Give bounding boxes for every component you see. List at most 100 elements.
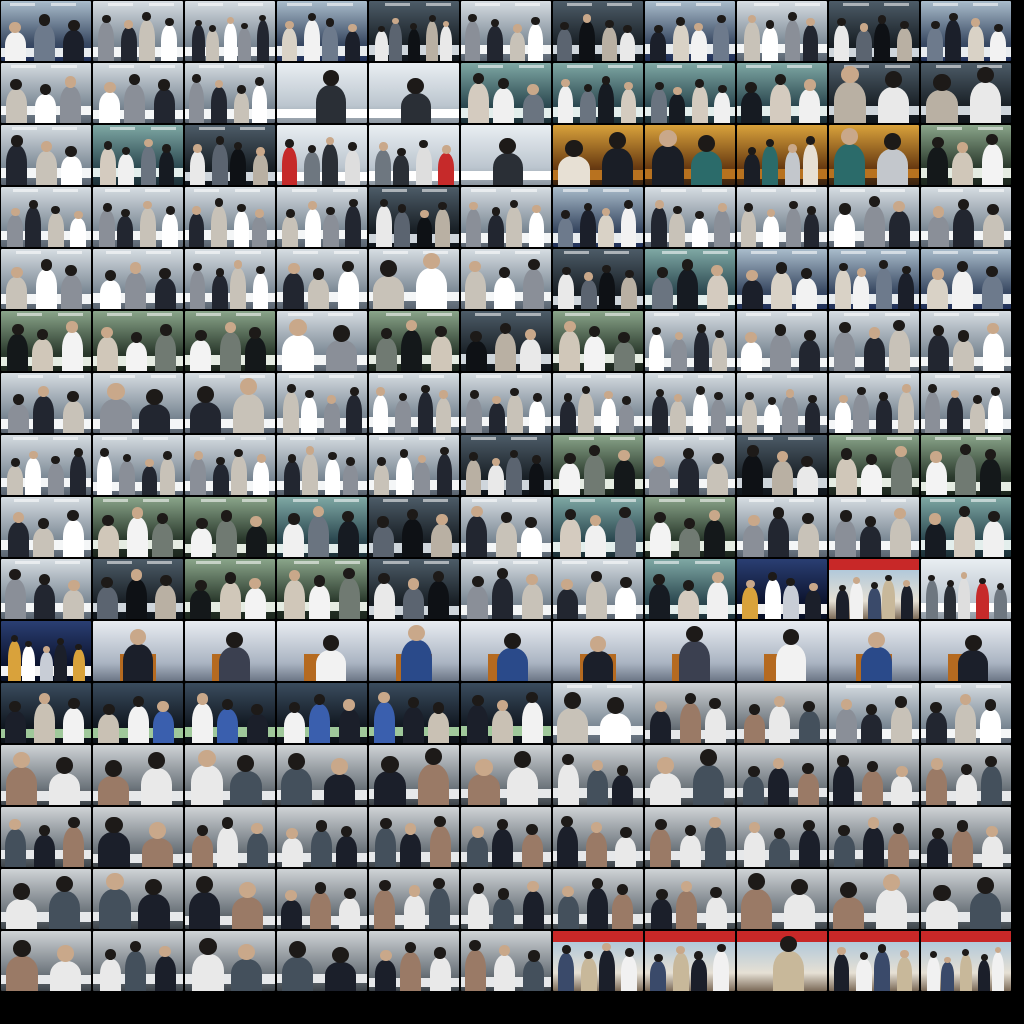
photo-thumbnail[interactable] bbox=[277, 187, 367, 247]
photo-thumbnail[interactable] bbox=[921, 559, 1011, 619]
photo-thumbnail[interactable] bbox=[829, 311, 919, 371]
photo-thumbnail[interactable] bbox=[185, 249, 275, 309]
photo-thumbnail[interactable] bbox=[277, 559, 367, 619]
photo-thumbnail[interactable] bbox=[645, 63, 735, 123]
photo-thumbnail[interactable] bbox=[1, 63, 91, 123]
photo-thumbnail[interactable] bbox=[553, 869, 643, 929]
photo-thumbnail[interactable] bbox=[277, 249, 367, 309]
photo-thumbnail[interactable] bbox=[1, 125, 91, 185]
photo-thumbnail[interactable] bbox=[369, 683, 459, 743]
photo-thumbnail[interactable] bbox=[553, 931, 643, 991]
photo-thumbnail[interactable] bbox=[369, 745, 459, 805]
photo-thumbnail[interactable] bbox=[185, 931, 275, 991]
photo-thumbnail[interactable] bbox=[553, 125, 643, 185]
photo-thumbnail[interactable] bbox=[1, 435, 91, 495]
photo-thumbnail[interactable] bbox=[921, 311, 1011, 371]
photo-thumbnail[interactable] bbox=[461, 497, 551, 557]
photo-thumbnail[interactable] bbox=[461, 621, 551, 681]
photo-thumbnail[interactable] bbox=[369, 373, 459, 433]
photo-thumbnail[interactable] bbox=[461, 807, 551, 867]
photo-thumbnail[interactable] bbox=[1, 621, 91, 681]
photo-thumbnail[interactable] bbox=[369, 435, 459, 495]
photo-thumbnail[interactable] bbox=[921, 435, 1011, 495]
photo-thumbnail[interactable] bbox=[921, 869, 1011, 929]
photo-thumbnail[interactable] bbox=[93, 807, 183, 867]
photo-thumbnail[interactable] bbox=[369, 931, 459, 991]
photo-thumbnail[interactable] bbox=[277, 373, 367, 433]
photo-thumbnail[interactable] bbox=[737, 869, 827, 929]
photo-thumbnail[interactable] bbox=[1, 497, 91, 557]
photo-thumbnail[interactable] bbox=[737, 683, 827, 743]
photo-thumbnail[interactable] bbox=[645, 683, 735, 743]
photo-thumbnail[interactable] bbox=[369, 187, 459, 247]
photo-thumbnail[interactable] bbox=[921, 497, 1011, 557]
photo-thumbnail[interactable] bbox=[829, 125, 919, 185]
photo-thumbnail[interactable] bbox=[829, 249, 919, 309]
photo-thumbnail[interactable] bbox=[185, 1, 275, 61]
photo-thumbnail[interactable] bbox=[461, 63, 551, 123]
photo-thumbnail[interactable] bbox=[921, 1, 1011, 61]
photo-thumbnail[interactable] bbox=[737, 807, 827, 867]
photo-thumbnail[interactable] bbox=[185, 621, 275, 681]
photo-thumbnail[interactable] bbox=[277, 931, 367, 991]
photo-thumbnail[interactable] bbox=[369, 559, 459, 619]
photo-thumbnail[interactable] bbox=[461, 249, 551, 309]
photo-thumbnail[interactable] bbox=[829, 435, 919, 495]
photo-thumbnail[interactable] bbox=[277, 435, 367, 495]
photo-thumbnail[interactable] bbox=[553, 745, 643, 805]
photo-thumbnail[interactable] bbox=[921, 621, 1011, 681]
photo-thumbnail[interactable] bbox=[645, 1, 735, 61]
photo-thumbnail[interactable] bbox=[737, 187, 827, 247]
photo-thumbnail[interactable] bbox=[93, 869, 183, 929]
photo-thumbnail[interactable] bbox=[829, 373, 919, 433]
photo-thumbnail[interactable] bbox=[553, 497, 643, 557]
photo-thumbnail[interactable] bbox=[93, 187, 183, 247]
photo-thumbnail[interactable] bbox=[369, 311, 459, 371]
photo-thumbnail[interactable] bbox=[829, 807, 919, 867]
photo-thumbnail[interactable] bbox=[369, 621, 459, 681]
photo-thumbnail[interactable] bbox=[921, 63, 1011, 123]
photo-thumbnail[interactable] bbox=[645, 559, 735, 619]
photo-thumbnail[interactable] bbox=[645, 435, 735, 495]
photo-thumbnail[interactable] bbox=[185, 683, 275, 743]
photo-thumbnail[interactable] bbox=[553, 621, 643, 681]
photo-thumbnail[interactable] bbox=[185, 745, 275, 805]
photo-thumbnail[interactable] bbox=[737, 1, 827, 61]
photo-thumbnail[interactable] bbox=[737, 745, 827, 805]
photo-thumbnail[interactable] bbox=[1, 1, 91, 61]
photo-thumbnail[interactable] bbox=[737, 931, 827, 991]
photo-thumbnail[interactable] bbox=[645, 807, 735, 867]
photo-thumbnail[interactable] bbox=[1, 869, 91, 929]
photo-thumbnail[interactable] bbox=[461, 869, 551, 929]
photo-thumbnail[interactable] bbox=[1, 931, 91, 991]
photo-thumbnail[interactable] bbox=[553, 249, 643, 309]
photo-thumbnail[interactable] bbox=[185, 869, 275, 929]
photo-thumbnail[interactable] bbox=[829, 497, 919, 557]
photo-thumbnail[interactable] bbox=[645, 249, 735, 309]
photo-thumbnail[interactable] bbox=[93, 683, 183, 743]
photo-thumbnail[interactable] bbox=[829, 869, 919, 929]
photo-thumbnail[interactable] bbox=[921, 807, 1011, 867]
photo-thumbnail[interactable] bbox=[553, 311, 643, 371]
photo-thumbnail[interactable] bbox=[93, 435, 183, 495]
photo-thumbnail[interactable] bbox=[369, 63, 459, 123]
photo-thumbnail[interactable] bbox=[829, 63, 919, 123]
photo-thumbnail[interactable] bbox=[369, 125, 459, 185]
photo-thumbnail[interactable] bbox=[921, 373, 1011, 433]
photo-thumbnail[interactable] bbox=[737, 63, 827, 123]
photo-thumbnail[interactable] bbox=[553, 373, 643, 433]
photo-thumbnail[interactable] bbox=[645, 621, 735, 681]
photo-thumbnail[interactable] bbox=[1, 187, 91, 247]
photo-thumbnail[interactable] bbox=[829, 1, 919, 61]
photo-thumbnail[interactable] bbox=[645, 869, 735, 929]
photo-thumbnail[interactable] bbox=[737, 497, 827, 557]
photo-thumbnail[interactable] bbox=[737, 311, 827, 371]
photo-thumbnail[interactable] bbox=[277, 869, 367, 929]
photo-thumbnail[interactable] bbox=[553, 187, 643, 247]
photo-thumbnail[interactable] bbox=[369, 497, 459, 557]
photo-thumbnail[interactable] bbox=[645, 497, 735, 557]
photo-thumbnail[interactable] bbox=[461, 311, 551, 371]
photo-thumbnail[interactable] bbox=[277, 621, 367, 681]
photo-thumbnail[interactable] bbox=[921, 187, 1011, 247]
photo-thumbnail[interactable] bbox=[277, 807, 367, 867]
